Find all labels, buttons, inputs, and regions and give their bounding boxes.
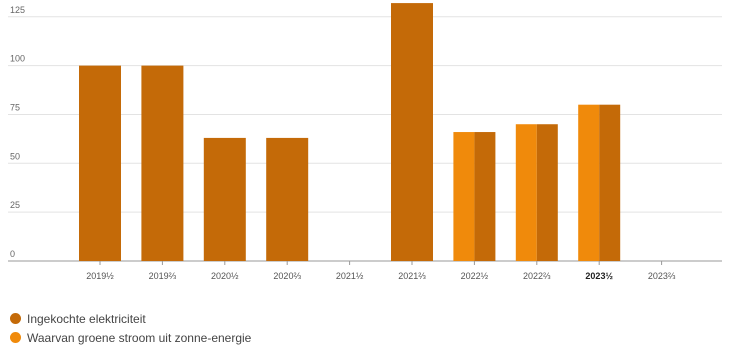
bar-groene-stroom-7: [515, 124, 537, 261]
x-tick-label-3: 2020⅔: [273, 271, 301, 281]
y-tick-label-0: 0: [10, 249, 15, 259]
bar-ingekochte-1: [141, 65, 184, 261]
bar-chart: 0 25 50 75 100 125 2019½ 2019⅔ 2020½ 2020⅔ 2021½ 20…: [8, 3, 722, 281]
bar-ingekochte-8: [599, 104, 621, 261]
legend: Ingekochte elektriciteit Waarvan groene …: [10, 309, 251, 347]
legend-label-ingekochte: Ingekochte elektriciteit: [27, 311, 146, 326]
x-tick-label-5: 2021⅔: [398, 271, 426, 281]
x-tick-label-4: 2021½: [336, 271, 364, 281]
x-tick-label-6: 2022½: [461, 271, 489, 281]
y-tick-label-75: 75: [10, 102, 20, 112]
x-tick-label-0: 2019½: [86, 271, 114, 281]
bar-ingekochte-7: [536, 124, 558, 261]
bar-groene-stroom-6: [453, 132, 475, 261]
x-tick-label-8: 2023½: [585, 271, 613, 281]
bar-ingekochte-6: [474, 132, 496, 261]
bar-ingekochte-3: [266, 137, 309, 261]
y-tick-label-100: 100: [10, 54, 25, 64]
legend-swatch-groene-stroom: [10, 332, 21, 343]
legend-swatch-ingekochte: [10, 313, 21, 324]
legend-item-ingekochte: Ingekochte elektriciteit: [10, 309, 251, 328]
bar-ingekochte-5: [391, 3, 433, 261]
legend-item-groene-stroom: Waarvan groene stroom uit zonne-energie: [10, 328, 251, 347]
bar-ingekochte-0: [79, 65, 121, 261]
x-tick-label-7: 2022⅔: [523, 271, 551, 281]
legend-label-groene-stroom: Waarvan groene stroom uit zonne-energie: [27, 330, 252, 345]
x-tick-label-9: 2023⅔: [648, 271, 676, 281]
y-tick-label-125: 125: [10, 5, 25, 15]
y-tick-label-25: 25: [10, 200, 20, 210]
x-tick-label-1: 2019⅔: [149, 271, 177, 281]
bar-groene-stroom-8: [578, 104, 600, 261]
bar-ingekochte-2: [203, 137, 246, 261]
y-tick-label-50: 50: [10, 151, 20, 161]
x-tick-label-2: 2020½: [211, 271, 239, 281]
